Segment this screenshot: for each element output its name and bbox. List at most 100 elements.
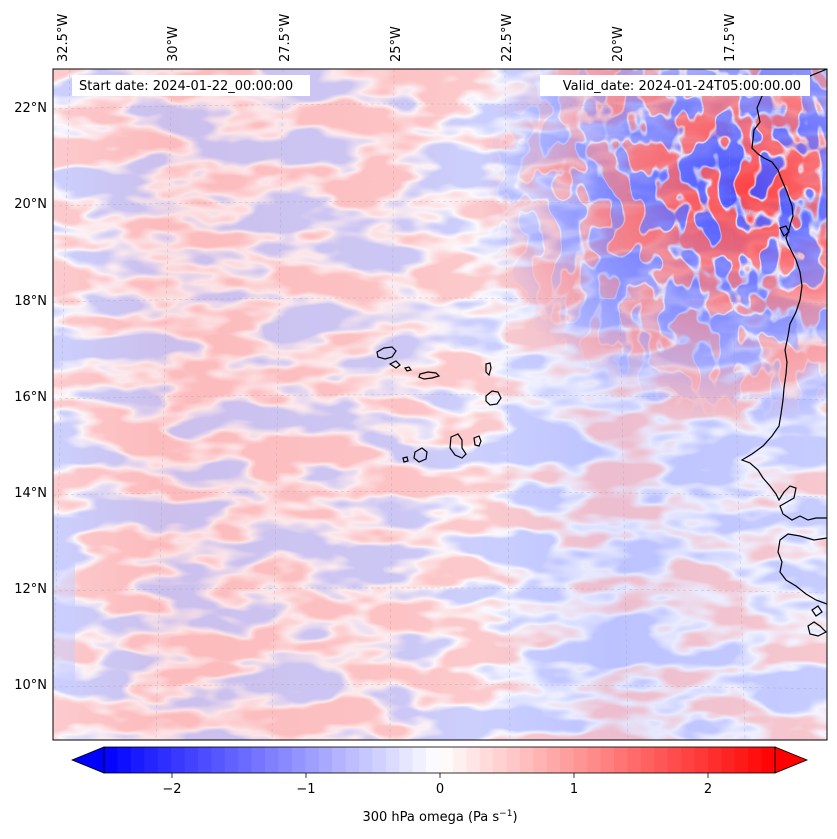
colorbar-segment [681, 747, 696, 773]
map-frame [52, 68, 828, 741]
lat-label-12n: 12°N [14, 582, 47, 597]
valid-date-box [540, 75, 810, 96]
colorbar-segment [734, 747, 749, 773]
lon-label-17-5w: 17.5°W [723, 14, 738, 62]
colorbar-label-main: 300 hPa omega (Pa s [362, 810, 499, 825]
colorbar-segment [546, 747, 561, 773]
island-sao-vicente [388, 360, 401, 369]
colorbar-segment [265, 747, 280, 773]
island-boa-vista [485, 390, 502, 406]
colorbar-low-extend [70, 746, 105, 774]
colorbar-segment [654, 747, 669, 773]
colorbar-segments [104, 747, 776, 773]
lat-label-10n: 10°N [14, 678, 47, 693]
colorbar-segment [144, 747, 159, 773]
colorbar-segment [613, 747, 628, 773]
start-date-label: Start date: 2024-01-22_00:00:00 [79, 79, 293, 94]
colorbar-segment [466, 747, 481, 773]
cape-verde-islands [376, 346, 502, 463]
colorbar-segment [291, 747, 306, 773]
colorbar-label-tail: ) [512, 810, 517, 825]
colorbar-segment [171, 747, 186, 773]
cb-tick-label-1: 1 [570, 782, 578, 797]
colorbar-frame [103, 746, 776, 774]
omega-field [53, 69, 827, 740]
colorbar-segment [533, 747, 548, 773]
island-santo-antao [376, 346, 397, 360]
colorbar-segment [573, 747, 588, 773]
colorbar-segment [251, 747, 266, 773]
colorbar-segment [721, 747, 736, 773]
colorbar-segment [372, 747, 387, 773]
colorbar-label-sup: −1 [499, 809, 512, 819]
colorbar: −2 −1 0 1 2 300 hPa omega (Pa s−1) [70, 746, 809, 825]
colorbar-ticks: −2 −1 0 1 2 [162, 773, 712, 797]
island-santa-luzia [404, 366, 412, 372]
colorbar-segment [385, 747, 400, 773]
colorbar-segment [238, 747, 253, 773]
colorbar-segment [157, 747, 172, 773]
colorbar-high-extend [774, 746, 809, 774]
island-maio [473, 435, 482, 447]
colorbar-segment [748, 747, 763, 773]
lat-label-20n: 20°N [14, 197, 47, 212]
colorbar-segment [305, 747, 320, 773]
lon-label-20w: 20°W [611, 26, 626, 62]
lon-label-30w: 30°W [166, 26, 181, 62]
colorbar-segment [130, 747, 145, 773]
cb-tick-label-0: 0 [436, 782, 444, 797]
colorbar-segment [587, 747, 602, 773]
lat-label-18n: 18°N [14, 294, 47, 309]
colorbar-segment [452, 747, 467, 773]
colorbar-segment [211, 747, 226, 773]
colorbar-segment [412, 747, 427, 773]
lat-label-14n: 14°N [14, 486, 47, 501]
cb-tick-label-2: 2 [704, 782, 712, 797]
colorbar-segment [197, 747, 212, 773]
colorbar-segment [426, 747, 441, 773]
lon-label-25w: 25°W [389, 26, 404, 62]
valid-date-label: Valid_date: 2024-01-24T05:00:00.00 [563, 79, 801, 94]
colorbar-segment [224, 747, 239, 773]
colorbar-segment [627, 747, 642, 773]
colorbar-segment [104, 747, 119, 773]
lat-label-22n: 22°N [14, 101, 47, 116]
island-brava [402, 456, 409, 463]
colorbar-segment [358, 747, 373, 773]
start-date-box [72, 75, 310, 96]
map-panel: Start date: 2024-01-22_00:00:00 Valid_da… [52, 68, 828, 741]
colorbar-segment [439, 747, 454, 773]
colorbar-segment [479, 747, 494, 773]
island-sao-nicolau [418, 371, 441, 380]
colorbar-segment [560, 747, 575, 773]
island-santiago [449, 433, 467, 459]
colorbar-segment [761, 747, 776, 773]
colorbar-segment [600, 747, 615, 773]
colorbar-segment [707, 747, 722, 773]
lon-label-27-5w: 27.5°W [278, 14, 293, 62]
colorbar-segment [117, 747, 132, 773]
colorbar-label: 300 hPa omega (Pa s−1) [362, 809, 517, 825]
colorbar-segment [278, 747, 293, 773]
colorbar-segment [640, 747, 655, 773]
longitude-labels: 32.5°W 30°W 27.5°W 25°W 22.5°W 20°W 17.5… [56, 14, 738, 62]
lon-label-22-5w: 22.5°W [500, 14, 515, 62]
graticule [53, 69, 827, 740]
island-sal [485, 362, 492, 377]
colorbar-segment [399, 747, 414, 773]
colorbar-segment [694, 747, 709, 773]
cb-tick-label-m1: −1 [296, 782, 315, 797]
colorbar-segment [520, 747, 535, 773]
colorbar-segment [493, 747, 508, 773]
colorbar-segment [506, 747, 521, 773]
colorbar-segment [667, 747, 682, 773]
lat-label-16n: 16°N [14, 390, 47, 405]
colorbar-segment [332, 747, 347, 773]
colorbar-segment [318, 747, 333, 773]
lon-label-32-5w: 32.5°W [56, 14, 71, 62]
cb-tick-label-m2: −2 [162, 782, 181, 797]
coastline [740, 69, 827, 637]
colorbar-segment [345, 747, 360, 773]
latitude-labels: 22°N 20°N 18°N 16°N 14°N 12°N 10°N [14, 101, 47, 693]
